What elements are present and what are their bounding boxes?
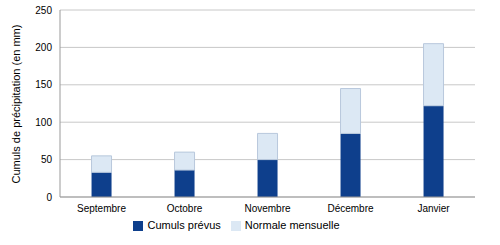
svg-text:150: 150 bbox=[35, 79, 52, 90]
svg-text:Cumuls de précipitation (en mm: Cumuls de précipitation (en mm) bbox=[10, 25, 22, 184]
html-text:Normale mensuelle: Normale mensuelle bbox=[244, 219, 340, 231]
svg-text:Décembre: Décembre bbox=[327, 203, 374, 214]
svg-text:Janvier: Janvier bbox=[417, 203, 450, 214]
svg-text:50: 50 bbox=[41, 154, 53, 165]
svg-text:100: 100 bbox=[35, 117, 52, 128]
svg-text:Octobre: Octobre bbox=[167, 203, 203, 214]
svg-text:Novembre: Novembre bbox=[244, 203, 291, 214]
svg-text:Septembre: Septembre bbox=[77, 203, 126, 214]
svg-text:0: 0 bbox=[46, 192, 52, 203]
svg-text:250: 250 bbox=[35, 5, 52, 16]
html-text:Cumuls prévus: Cumuls prévus bbox=[147, 219, 221, 231]
svg-text:200: 200 bbox=[35, 42, 52, 53]
